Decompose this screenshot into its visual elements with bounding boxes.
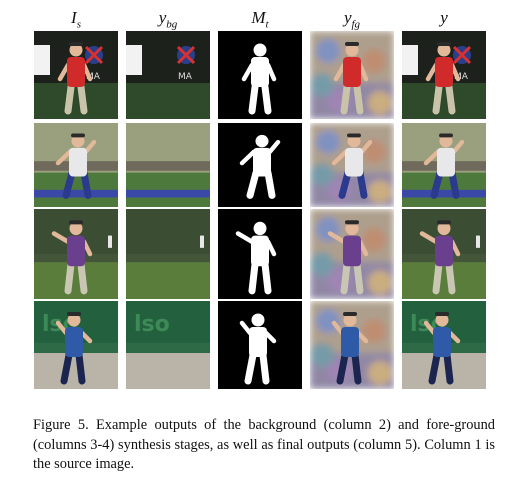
- column-header-background: ybg: [158, 8, 178, 31]
- thumbnail-background-row-4: lso: [126, 301, 210, 389]
- thumbnail-output-row-4: lso: [402, 301, 486, 389]
- figure-caption: Figure 5. Example outputs of the backgro…: [33, 417, 495, 473]
- svg-text:MA: MA: [86, 72, 101, 82]
- thumbnail-output-row-3: [402, 209, 486, 299]
- thumbnail-mask-row-2: [218, 123, 302, 207]
- column-header-source: Is: [71, 8, 81, 31]
- svg-text:MA: MA: [454, 72, 469, 82]
- thumbnail-background-row-1: MA: [126, 31, 210, 119]
- thumbnail-output-row-2: [402, 123, 486, 207]
- thumbnail-mask-row-3: [218, 209, 302, 299]
- thumbnail-source-row-1: MA: [34, 31, 118, 119]
- thumbnail-background-row-2: [126, 123, 210, 207]
- thumbnail-foreground-row-4: [310, 301, 394, 389]
- thumbnail-mask-row-1: [218, 31, 302, 119]
- thumbnail-mask-row-4: [218, 301, 302, 389]
- column-header-foreground: yfg: [343, 8, 361, 31]
- svg-text:lso: lso: [134, 312, 170, 337]
- column-header-output: y: [440, 8, 448, 27]
- thumbnail-foreground-row-1: [310, 31, 394, 119]
- thumbnail-source-row-2: [34, 123, 118, 207]
- results-image-grid: MA MA MA lso lso lso: [34, 31, 490, 389]
- svg-text:MA: MA: [178, 72, 193, 82]
- thumbnail-source-row-4: lso: [34, 301, 118, 389]
- thumbnail-foreground-row-2: [310, 123, 394, 207]
- thumbnail-foreground-row-3: [310, 209, 394, 299]
- thumbnail-source-row-3: [34, 209, 118, 299]
- column-header-mask: Mt: [251, 8, 269, 31]
- thumbnail-background-row-3: [126, 209, 210, 299]
- thumbnail-output-row-1: MA: [402, 31, 486, 119]
